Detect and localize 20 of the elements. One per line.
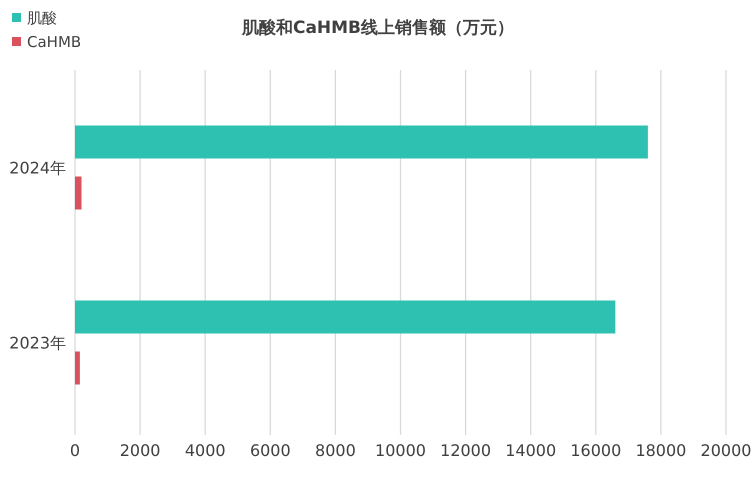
x-tick-label: 18000 — [635, 441, 686, 460]
bar — [75, 126, 648, 158]
x-tick-label: 16000 — [570, 441, 622, 460]
chart-title: 肌酸和CaHMB线上销售额（万元） — [240, 18, 514, 38]
x-tick-label: 10000 — [375, 441, 426, 460]
bar — [75, 176, 82, 210]
y-tick-label: 2024年 — [9, 158, 66, 178]
bar — [75, 300, 616, 334]
x-tick-label: 20000 — [700, 441, 752, 460]
x-tick-label: 4000 — [184, 441, 226, 460]
y-tick-label: 2023年 — [9, 334, 66, 352]
x-tick-label: 14000 — [505, 441, 556, 460]
legend-label: 肌酸 — [27, 9, 57, 27]
bar — [75, 352, 80, 384]
x-tick-label: 6000 — [250, 441, 291, 460]
x-tick-label: 8000 — [315, 441, 356, 460]
legend-label: CaHMB — [27, 33, 82, 51]
x-tick-label: 12000 — [440, 441, 492, 460]
x-tick-label: 0 — [70, 441, 80, 460]
x-tick-label: 2000 — [120, 441, 160, 460]
